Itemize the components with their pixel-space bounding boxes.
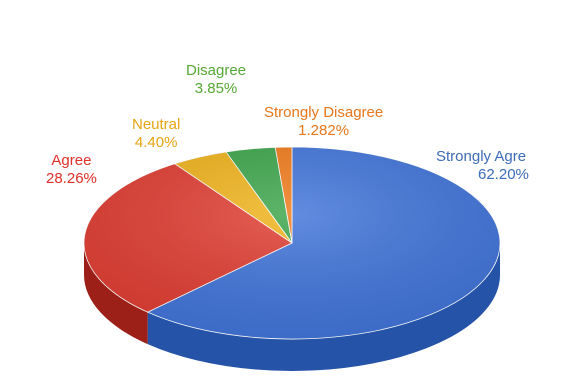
slice-label-name: Disagree xyxy=(186,62,247,79)
slice-label-value: 1.282% xyxy=(298,122,350,139)
slice-label-value: 28.26% xyxy=(46,170,97,187)
slice-label-agree: Agree 28.26% xyxy=(46,152,97,188)
slice-label-neutral: Neutral 4.40% xyxy=(132,116,180,152)
slice-label-value: 3.85% xyxy=(194,80,238,97)
slice-side-strongly-agree xyxy=(147,243,500,371)
slice-label-name: Agree xyxy=(51,152,92,169)
pie-highlight xyxy=(84,147,500,339)
slice-label-name: Neutral xyxy=(132,116,181,133)
slice-label-strongly-disagree: Strongly Disagree 1.282% xyxy=(264,104,383,140)
slice-label-name: Strongly Disagree xyxy=(264,104,384,121)
slice-label-value: 4.40% xyxy=(134,134,178,151)
slice-label-disagree: Disagree 3.85% xyxy=(186,62,246,98)
slice-side-agree xyxy=(84,243,148,345)
slice-label-name: Strongly Agre xyxy=(436,148,527,165)
slice-label-strongly-agree: Strongly Agre 62.20% xyxy=(436,148,529,184)
slice-label-value: 62.20% xyxy=(478,166,529,183)
